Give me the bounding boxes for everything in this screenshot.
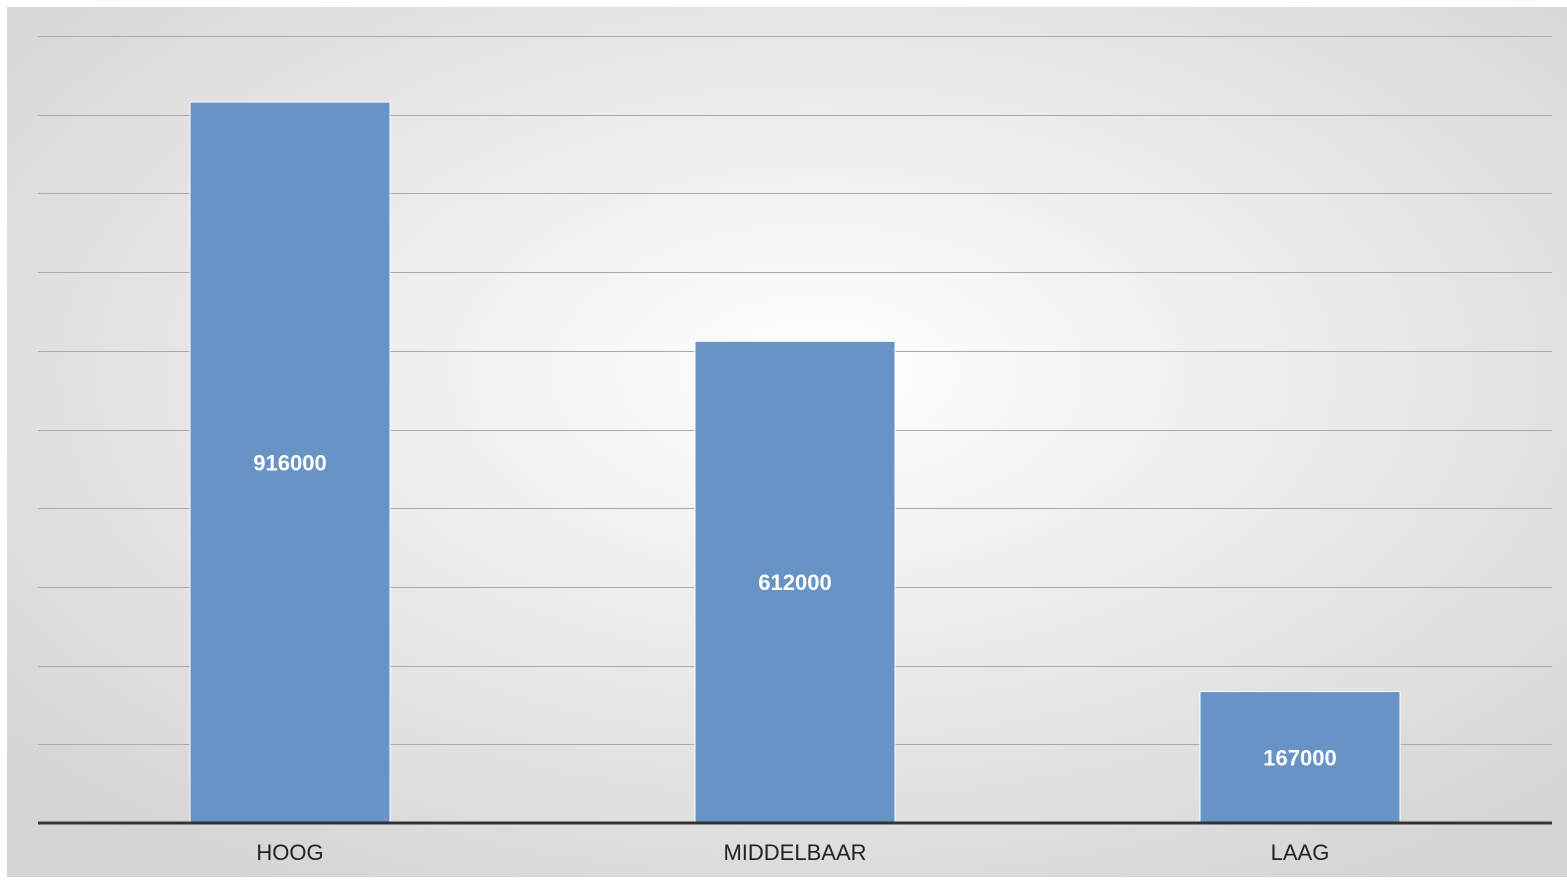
data-label-hoog: 916000 (253, 451, 326, 476)
data-label-middelbaar: 612000 (758, 570, 831, 595)
category-labels: HOOG MIDDELBAAR LAAG (256, 840, 1329, 865)
bars (189, 101, 1401, 824)
category-label-middelbaar: MIDDELBAAR (723, 840, 866, 865)
data-label-laag: 167000 (1263, 745, 1336, 770)
data-labels: 916000 612000 167000 (253, 451, 1336, 771)
bar-laag (1199, 691, 1401, 824)
bar-hoog (189, 101, 391, 824)
category-label-laag: LAAG (1271, 840, 1330, 865)
bar-middelbaar (694, 340, 896, 824)
category-label-hoog: HOOG (256, 840, 323, 865)
